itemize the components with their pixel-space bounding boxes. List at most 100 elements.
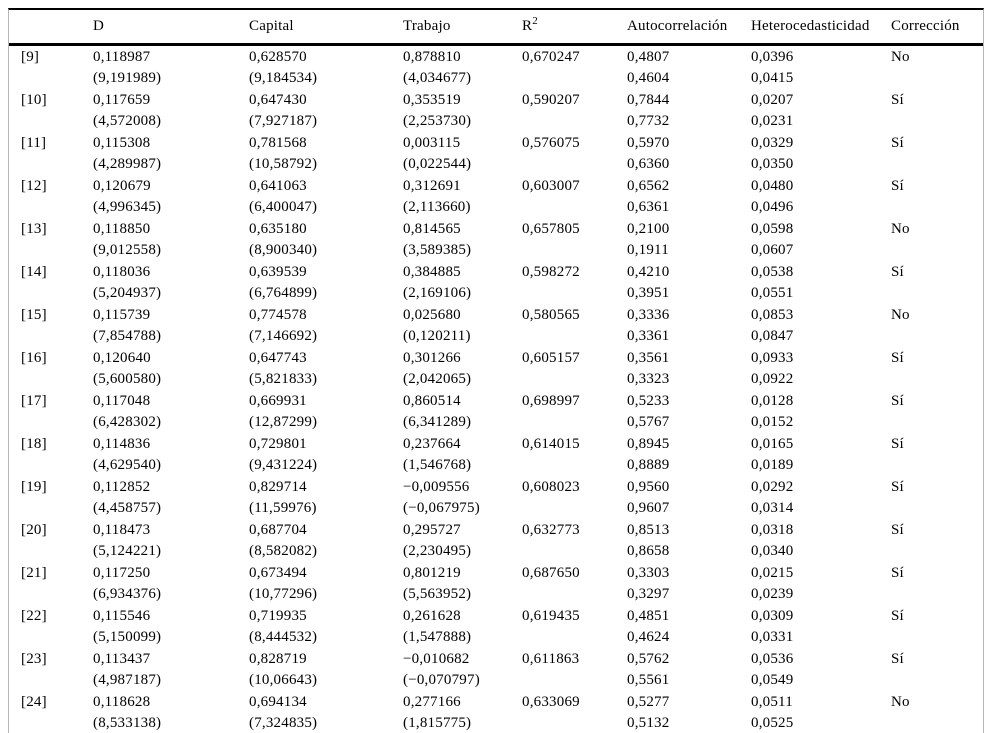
- r2-spacer: [510, 369, 615, 390]
- autocorrelacion-value-2: 0,9607: [627, 500, 670, 516]
- row-id-spacer: [9, 412, 81, 433]
- autocorrelacion-value-2: 0,8658: [627, 543, 670, 559]
- col-header-heterocedasticidad: Heterocedasticidad: [739, 10, 879, 46]
- d-tstatistic: (4,987187): [93, 672, 162, 688]
- trabajo-coefficient: 0,301266: [403, 350, 461, 366]
- trabajo-coefficient: 0,384885: [403, 264, 461, 280]
- d-tstatistic: (5,124221): [93, 543, 162, 559]
- capital-coefficient: 0,639539: [249, 264, 307, 280]
- heterocedasticidad-value-1: 0,0933: [751, 350, 794, 366]
- d-tstatistic: (4,458757): [93, 500, 162, 516]
- d-coefficient: 0,112852: [93, 479, 151, 495]
- r2-spacer: [510, 197, 615, 218]
- autocorrelacion-value-1: 0,2100: [627, 221, 670, 237]
- trabajo-tstatistic: (2,042065): [403, 371, 472, 387]
- row-id: [11]: [21, 135, 47, 151]
- correccion-value: Sí: [891, 436, 904, 452]
- heterocedasticidad-value-1: 0,0853: [751, 307, 794, 323]
- table-row-main: [16] 0,120640 0,647743 0,301266 0,605157…: [9, 347, 983, 369]
- d-coefficient: 0,118628: [93, 694, 151, 710]
- row-id-spacer: [9, 713, 81, 733]
- autocorrelacion-value-2: 0,5132: [627, 715, 670, 731]
- autocorrelacion-value-2: 0,7732: [627, 113, 670, 129]
- heterocedasticidad-value-2: 0,0551: [751, 285, 794, 301]
- r2-value: 0,608023: [522, 479, 580, 495]
- capital-coefficient: 0,673494: [249, 565, 307, 581]
- row-id-spacer: [9, 283, 81, 304]
- correccion-value: Sí: [891, 522, 904, 538]
- row-id-spacer: [9, 68, 81, 89]
- row-id-spacer: [9, 326, 81, 347]
- d-coefficient: 0,117250: [93, 565, 151, 581]
- autocorrelacion-value-1: 0,3336: [627, 307, 670, 323]
- correccion-spacer: [879, 197, 983, 218]
- trabajo-tstatistic: (1,546768): [403, 457, 472, 473]
- correccion-value: Sí: [891, 92, 904, 108]
- capital-tstatistic: (6,400047): [249, 199, 318, 215]
- r2-value: 0,603007: [522, 178, 580, 194]
- heterocedasticidad-value-2: 0,0239: [751, 586, 794, 602]
- table-row-tstat: (4,289987) (10,58792) (0,022544) 0,6360 …: [9, 154, 983, 175]
- table-row-main: [22] 0,115546 0,719935 0,261628 0,619435…: [9, 605, 983, 627]
- r2-spacer: [510, 68, 615, 89]
- capital-coefficient: 0,647743: [249, 350, 307, 366]
- table-row-tstat: (5,150099) (8,444532) (1,547888) 0,4624 …: [9, 627, 983, 648]
- autocorrelacion-value-2: 0,6360: [627, 156, 670, 172]
- r2-value: 0,687650: [522, 565, 580, 581]
- trabajo-tstatistic: (4,034677): [403, 70, 472, 86]
- autocorrelacion-value-1: 0,5233: [627, 393, 670, 409]
- heterocedasticidad-value-2: 0,0549: [751, 672, 794, 688]
- r2-superscript: 2: [532, 15, 538, 27]
- heterocedasticidad-value-1: 0,0128: [751, 393, 794, 409]
- d-coefficient: 0,118473: [93, 522, 151, 538]
- table-row-main: [20] 0,118473 0,687704 0,295727 0,632773…: [9, 519, 983, 541]
- heterocedasticidad-value-1: 0,0480: [751, 178, 794, 194]
- d-tstatistic: (5,204937): [93, 285, 162, 301]
- autocorrelacion-value-1: 0,4807: [627, 49, 670, 65]
- heterocedasticidad-value-1: 0,0396: [751, 49, 794, 65]
- correccion-spacer: [879, 584, 983, 605]
- correccion-spacer: [879, 68, 983, 89]
- trabajo-coefficient: 0,295727: [403, 522, 461, 538]
- r2-value: 0,605157: [522, 350, 580, 366]
- table-row-tstat: (4,987187) (10,06643) (−0,070797) 0,5561…: [9, 670, 983, 691]
- correccion-value: Sí: [891, 651, 904, 667]
- d-coefficient: 0,115546: [93, 608, 151, 624]
- r2-value: 0,657805: [522, 221, 580, 237]
- capital-tstatistic: (10,06643): [249, 672, 318, 688]
- capital-coefficient: 0,628570: [249, 49, 307, 65]
- capital-tstatistic: (7,927187): [249, 113, 318, 129]
- table-row-main: [12] 0,120679 0,641063 0,312691 0,603007…: [9, 175, 983, 197]
- r2-spacer: [510, 111, 615, 132]
- table-row-tstat: (4,996345) (6,400047) (2,113660) 0,6361 …: [9, 197, 983, 218]
- r2-value: 0,598272: [522, 264, 580, 280]
- trabajo-tstatistic: (1,815775): [403, 715, 472, 731]
- trabajo-tstatistic: (2,113660): [403, 199, 471, 215]
- capital-coefficient: 0,781568: [249, 135, 307, 151]
- table-row-tstat: (6,428302) (12,87299) (6,341289) 0,5767 …: [9, 412, 983, 433]
- d-tstatistic: (9,191989): [93, 70, 162, 86]
- header-row: D Capital Trabajo R2 Autocorrelación Het…: [9, 10, 983, 46]
- capital-coefficient: 0,694134: [249, 694, 307, 710]
- trabajo-tstatistic: (5,563952): [403, 586, 472, 602]
- r2-spacer: [510, 670, 615, 691]
- r2-spacer: [510, 541, 615, 562]
- r2-spacer: [510, 713, 615, 733]
- r2-spacer: [510, 498, 615, 519]
- capital-tstatistic: (8,582082): [249, 543, 318, 559]
- trabajo-coefficient: 0,860514: [403, 393, 461, 409]
- autocorrelacion-value-1: 0,5970: [627, 135, 670, 151]
- row-id-spacer: [9, 197, 81, 218]
- heterocedasticidad-value-2: 0,0231: [751, 113, 794, 129]
- autocorrelacion-value-2: 0,3323: [627, 371, 670, 387]
- correccion-value: Sí: [891, 608, 904, 624]
- trabajo-tstatistic: (2,230495): [403, 543, 472, 559]
- correccion-spacer: [879, 627, 983, 648]
- autocorrelacion-value-1: 0,4851: [627, 608, 670, 624]
- row-id-spacer: [9, 111, 81, 132]
- heterocedasticidad-value-2: 0,0314: [751, 500, 794, 516]
- autocorrelacion-value-1: 0,7844: [627, 92, 670, 108]
- autocorrelacion-value-1: 0,6562: [627, 178, 670, 194]
- results-table-frame: D Capital Trabajo R2 Autocorrelación Het…: [8, 8, 984, 733]
- capital-coefficient: 0,828719: [249, 651, 307, 667]
